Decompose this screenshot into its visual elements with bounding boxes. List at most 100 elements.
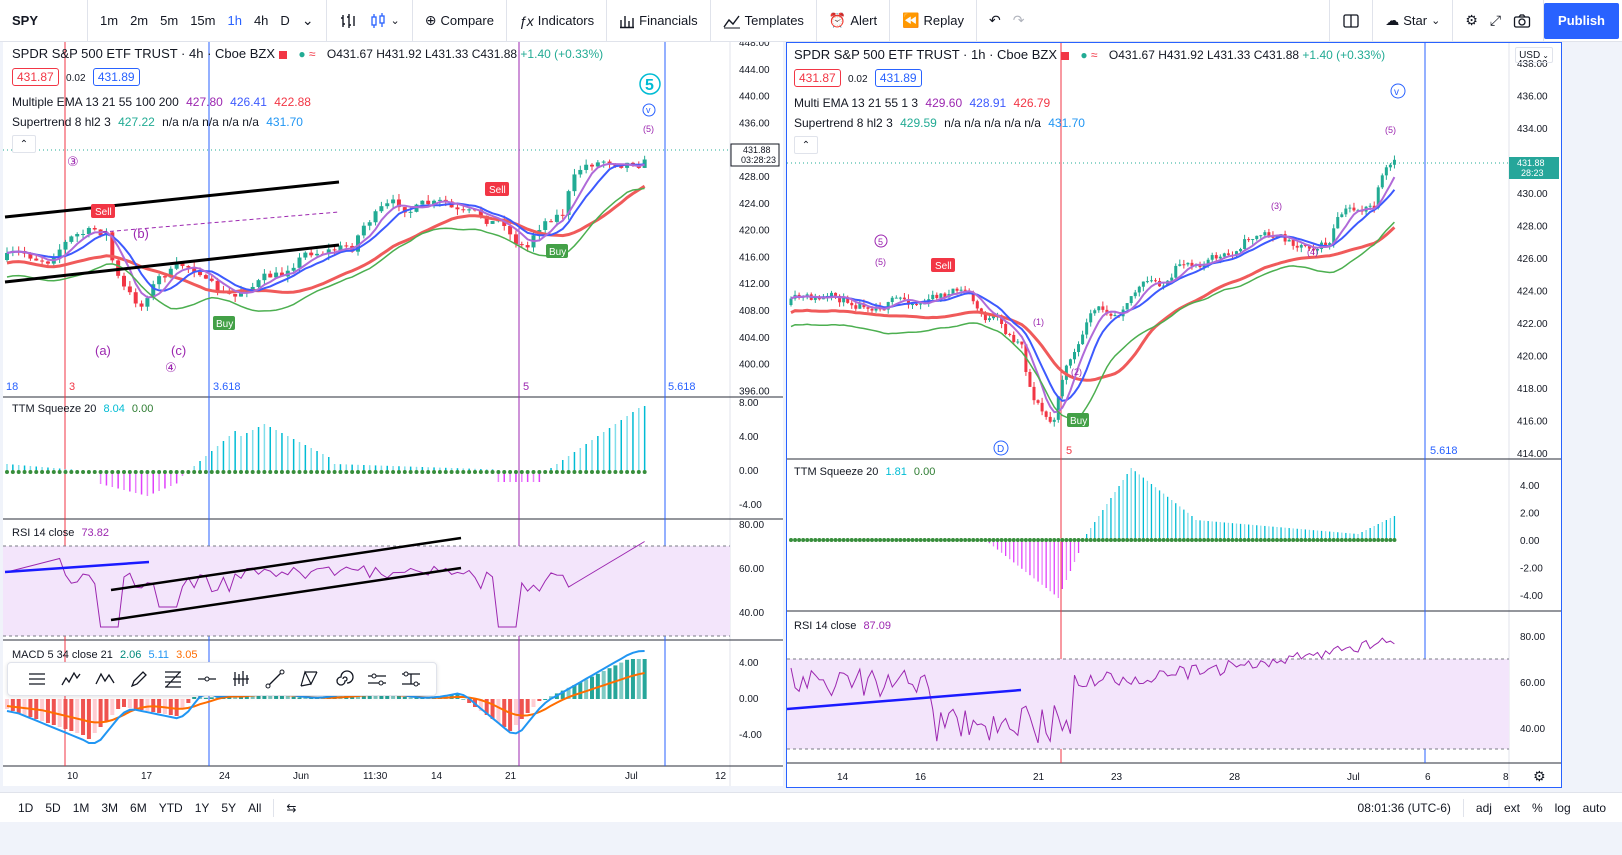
right-candle bbox=[1352, 207, 1356, 211]
right-candle bbox=[1324, 242, 1328, 246]
left-ttm-dot bbox=[490, 470, 495, 474]
financials-button[interactable]: Financials bbox=[613, 6, 704, 36]
right-ttm-dot bbox=[1315, 538, 1320, 542]
left-macd-hist bbox=[139, 699, 144, 710]
trend-line-icon[interactable] bbox=[264, 668, 286, 690]
left-ttm-dot bbox=[326, 470, 331, 474]
left-candle bbox=[566, 191, 571, 215]
left-chart-pane[interactable]: 448.00444.00440.00436.00432.00428.00424.… bbox=[3, 42, 783, 786]
right-candle bbox=[1295, 245, 1299, 248]
indicators-button[interactable]: ƒx Indicators bbox=[518, 12, 595, 29]
layout-button[interactable] bbox=[1336, 6, 1366, 36]
interval-1m[interactable]: 1m bbox=[100, 13, 119, 28]
pen-icon[interactable] bbox=[128, 668, 150, 690]
snapshot-button[interactable] bbox=[1507, 6, 1537, 36]
replay-button[interactable]: ⏪ Replay bbox=[902, 12, 964, 28]
price-range-icon[interactable] bbox=[400, 668, 422, 690]
compare-button[interactable]: ⊕ Compare bbox=[424, 12, 494, 28]
interval-dropdown-chevron-icon[interactable]: ⌄ bbox=[301, 12, 314, 28]
undo-button[interactable]: ↶ bbox=[983, 6, 1007, 36]
range-1m[interactable]: 1M bbox=[72, 800, 90, 815]
left-rsi-tick: 60.00 bbox=[739, 564, 764, 575]
right-supertrend-legend[interactable]: Supertrend 8 hl2 3 429.59 n/a n/a n/a n/… bbox=[794, 116, 1085, 130]
adj-toggle[interactable]: adj bbox=[1475, 800, 1492, 815]
left-candle bbox=[209, 278, 214, 281]
left-chart-canvas[interactable]: 448.00444.00440.00436.00432.00428.00424.… bbox=[3, 42, 783, 786]
left-ttm-dot bbox=[186, 470, 191, 474]
symbol-search[interactable]: SPY bbox=[0, 0, 88, 42]
right-ttm-legend[interactable]: TTM Squeeze 20 1.81 0.00 bbox=[794, 466, 935, 478]
interval-15m[interactable]: 15m bbox=[190, 13, 216, 28]
alert-button[interactable]: ⏰ Alert bbox=[828, 12, 878, 28]
right-candle bbox=[919, 303, 923, 305]
right-ask[interactable]: 431.89 bbox=[874, 69, 922, 87]
flag-icon[interactable] bbox=[278, 50, 287, 59]
settings-button[interactable]: ⚙ bbox=[1459, 6, 1484, 36]
horizontal-ray-icon[interactable] bbox=[196, 668, 218, 690]
left-ema-legend[interactable]: Multiple EMA 13 21 55 100 200 427.80 426… bbox=[12, 95, 311, 109]
ext-toggle[interactable]: ext bbox=[1503, 800, 1520, 815]
star-button[interactable]: ☁ Star ⌄ bbox=[1385, 12, 1441, 28]
right-candle bbox=[1040, 402, 1044, 412]
left-candle bbox=[279, 272, 284, 277]
left-ttm-dot bbox=[133, 470, 138, 474]
left-candle bbox=[127, 286, 132, 293]
left-ttm-legend[interactable]: TTM Squeeze 20 8.04 0.00 bbox=[12, 403, 153, 415]
left-macd-legend[interactable]: MACD 5 34 close 21 2.06 5.11 3.05 bbox=[12, 649, 198, 661]
bars-style-icon[interactable] bbox=[333, 6, 363, 36]
templates-button[interactable]: Templates bbox=[717, 6, 810, 36]
right-rsi-legend[interactable]: RSI 14 close 87.09 bbox=[794, 620, 891, 632]
right-chart-pane[interactable]: 438.00436.00434.00432.00430.00428.00426.… bbox=[786, 42, 1562, 788]
left-macd-hist bbox=[86, 699, 91, 739]
redo-button[interactable]: ↷ bbox=[1007, 6, 1031, 36]
right-candle bbox=[1089, 313, 1093, 323]
range-1y[interactable]: 1Y bbox=[194, 800, 210, 815]
right-ttm-dot bbox=[1202, 538, 1207, 542]
left-rsi-legend[interactable]: RSI 14 close 73.82 bbox=[12, 527, 109, 539]
xabcd-pattern-icon[interactable] bbox=[298, 668, 320, 690]
left-macd-hist bbox=[484, 699, 489, 715]
elliott-impulse-wave-icon[interactable] bbox=[60, 668, 82, 690]
interval-d[interactable]: D bbox=[280, 13, 290, 28]
range-6m[interactable]: 6M bbox=[130, 800, 147, 815]
bars-pattern-icon[interactable] bbox=[230, 668, 252, 690]
horizontal-lines-icon[interactable] bbox=[26, 668, 48, 690]
right-bid[interactable]: 431.87 bbox=[794, 69, 841, 87]
range-1d[interactable]: 1D bbox=[18, 800, 34, 815]
elliott-correction-wave-icon[interactable] bbox=[94, 668, 116, 690]
log-toggle[interactable]: log bbox=[1554, 800, 1571, 815]
interval-5m[interactable]: 5m bbox=[160, 13, 179, 28]
right-wave-d-circle bbox=[993, 440, 1009, 456]
right-chart-canvas[interactable]: 438.00436.00434.00432.00430.00428.00426.… bbox=[787, 43, 1561, 787]
range-ytd[interactable]: YTD bbox=[158, 800, 183, 815]
left-ema-val3: 422.88 bbox=[274, 95, 311, 109]
left-candle bbox=[63, 241, 68, 250]
percent-toggle[interactable]: % bbox=[1531, 800, 1543, 815]
goto-date-button[interactable]: ⇆ bbox=[280, 796, 302, 820]
range-all[interactable]: All bbox=[248, 800, 262, 815]
interval-1h[interactable]: 1h bbox=[227, 13, 242, 28]
left-price-tick: 428.00 bbox=[739, 172, 770, 183]
publish-button[interactable]: Publish bbox=[1544, 2, 1619, 39]
interval-2m[interactable]: 2m bbox=[130, 13, 149, 28]
clock-time[interactable]: 08:01:36 (UTC-6) bbox=[1357, 800, 1451, 815]
range-3m[interactable]: 3M bbox=[101, 800, 119, 815]
fullscreen-button[interactable]: ⤢ bbox=[1484, 6, 1507, 36]
range-5d[interactable]: 5D bbox=[45, 800, 61, 815]
right-ema-legend[interactable]: Multi EMA 13 21 55 1 3 429.60 428.91 426… bbox=[794, 96, 1050, 110]
candles-style-icon[interactable]: ⌄ bbox=[363, 6, 406, 36]
left-ask[interactable]: 431.89 bbox=[92, 68, 140, 86]
currency-selector[interactable]: USD ⌄ bbox=[1515, 47, 1553, 63]
left-bid[interactable]: 431.87 bbox=[12, 68, 59, 86]
left-candle bbox=[57, 249, 62, 258]
spiral-icon[interactable] bbox=[332, 668, 354, 690]
left-supertrend-legend[interactable]: Supertrend 8 hl2 3 427.22 n/a n/a n/a n/… bbox=[12, 115, 303, 129]
fib-retracement-icon[interactable] bbox=[162, 668, 184, 690]
right-collapse-legend-button[interactable]: ⌃ bbox=[794, 136, 818, 154]
interval-4h[interactable]: 4h bbox=[253, 13, 269, 28]
auto-toggle[interactable]: auto bbox=[1582, 800, 1606, 815]
left-collapse-legend-button[interactable]: ⌃ bbox=[12, 135, 36, 153]
range-5y[interactable]: 5Y bbox=[221, 800, 237, 815]
flag-icon[interactable] bbox=[1060, 51, 1069, 60]
parallel-channel-icon[interactable] bbox=[366, 668, 388, 690]
